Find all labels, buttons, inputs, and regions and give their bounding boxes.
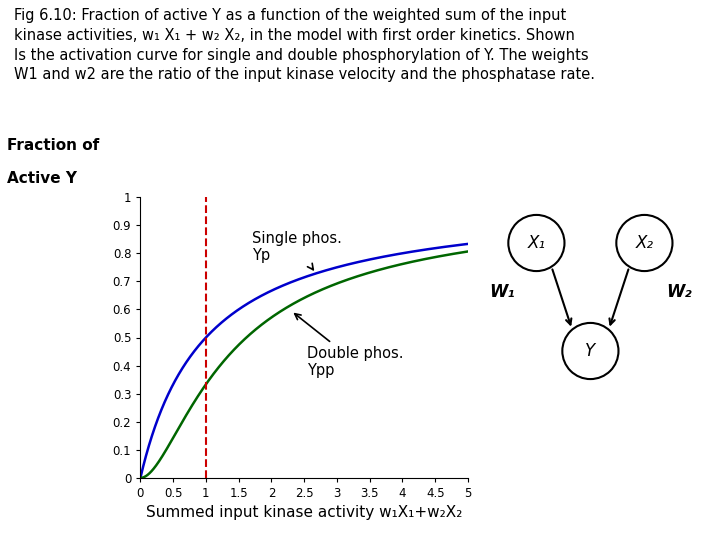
Text: X₁: X₁: [527, 234, 546, 252]
Text: X₂: X₂: [635, 234, 654, 252]
Text: Active Y: Active Y: [7, 171, 77, 186]
Text: Y: Y: [585, 342, 595, 360]
Text: Fraction of: Fraction of: [7, 138, 99, 153]
Text: W₂: W₂: [666, 283, 692, 301]
Text: Single phos.
Yp: Single phos. Yp: [252, 231, 342, 269]
Text: Double phos.
Ypp: Double phos. Ypp: [294, 314, 404, 379]
X-axis label: Summed input kinase activity w₁X₁+w₂X₂: Summed input kinase activity w₁X₁+w₂X₂: [146, 505, 462, 521]
Text: Fig 6.10: Fraction of active Y as a function of the weighted sum of the input
ki: Fig 6.10: Fraction of active Y as a func…: [14, 8, 595, 83]
Text: W₁: W₁: [489, 283, 515, 301]
